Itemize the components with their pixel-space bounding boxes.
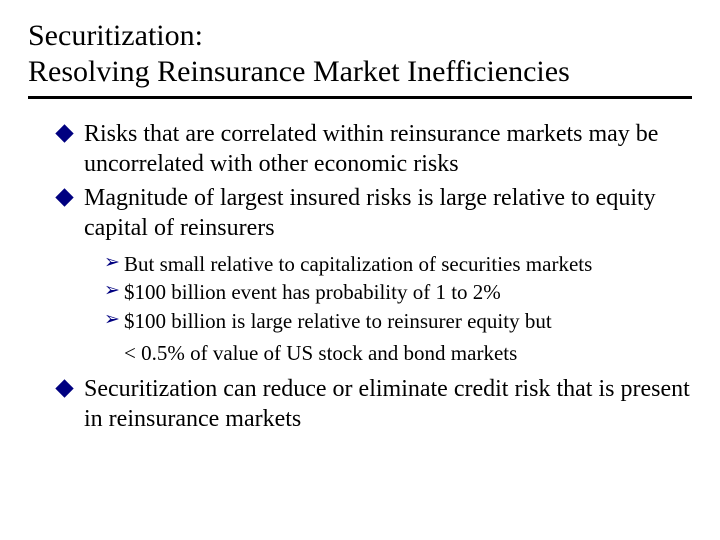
- bullet-item: Magnitude of largest insured risks is la…: [62, 183, 692, 243]
- arrow-bullet-icon: ➢: [104, 308, 120, 332]
- sub-bullet-item: ➢ $100 billion is large relative to rein…: [104, 308, 692, 334]
- diamond-bullet-icon: [55, 188, 73, 206]
- arrow-bullet-icon: ➢: [104, 251, 120, 275]
- bullet-item: Risks that are correlated within reinsur…: [62, 119, 692, 179]
- bullet-item: Securitization can reduce or eliminate c…: [62, 374, 692, 434]
- title-line-2: Resolving Reinsurance Market Inefficienc…: [28, 55, 570, 88]
- arrow-bullet-icon: ➢: [104, 279, 120, 303]
- sub-bullet-text: $100 billion is large relative to reinsu…: [124, 309, 552, 333]
- sub-bullet-item: ➢ $100 billion event has probability of …: [104, 279, 692, 305]
- main-bullet-list-continued: Securitization can reduce or eliminate c…: [28, 374, 692, 434]
- sub-bullet-item: ➢ But small relative to capitalization o…: [104, 251, 692, 277]
- diamond-bullet-icon: [55, 379, 73, 397]
- bullet-text: Magnitude of largest insured risks is la…: [84, 185, 656, 241]
- title-line-1: Securitization:: [28, 19, 203, 52]
- sub-bullet-text: But small relative to capitalization of …: [124, 252, 592, 276]
- diamond-bullet-icon: [55, 124, 73, 142]
- sub-bullet-list: ➢ But small relative to capitalization o…: [28, 251, 692, 334]
- bullet-text: Securitization can reduce or eliminate c…: [84, 376, 690, 432]
- slide-title: Securitization: Resolving Reinsurance Ma…: [28, 18, 692, 90]
- sub-bullet-continuation: < 0.5% of value of US stock and bond mar…: [28, 340, 692, 366]
- bullet-text: Risks that are correlated within reinsur…: [84, 121, 658, 177]
- sub-bullet-text: $100 billion event has probability of 1 …: [124, 280, 501, 304]
- main-bullet-list: Risks that are correlated within reinsur…: [28, 119, 692, 243]
- title-underline: [28, 96, 692, 99]
